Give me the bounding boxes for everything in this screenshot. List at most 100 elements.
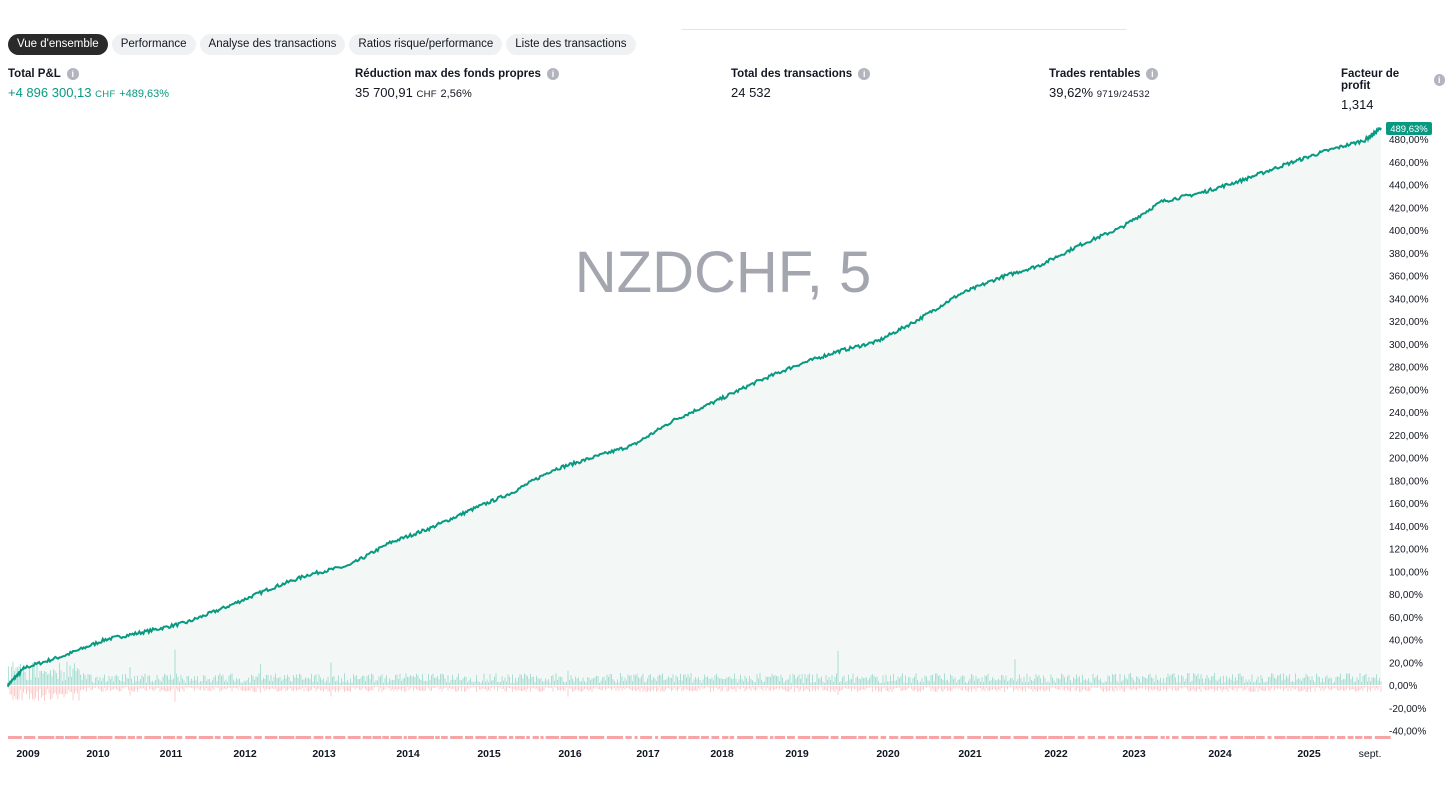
bar-negative (936, 686, 938, 692)
bar-negative (414, 686, 416, 689)
bar-positive (192, 680, 194, 685)
bar-negative (1140, 686, 1142, 688)
bar-positive (602, 677, 603, 685)
bar-positive (449, 682, 450, 685)
bar-positive (863, 678, 864, 685)
y-tick-label: 320,00% (1389, 317, 1429, 328)
bar-positive (728, 677, 729, 685)
bar-negative (134, 686, 135, 692)
bar-negative (599, 686, 600, 690)
bar-positive (518, 677, 519, 685)
tab-trade-list[interactable]: Liste des transactions (506, 34, 636, 55)
info-icon[interactable]: i (1433, 74, 1445, 86)
bar-negative (45, 686, 47, 695)
bar-positive (815, 682, 816, 685)
bar-negative (270, 686, 272, 689)
bar-positive (356, 675, 357, 685)
bar-negative (335, 686, 336, 692)
bar-positive (266, 674, 267, 685)
drawdown-segment (295, 736, 312, 739)
drawdown-segment (1125, 736, 1133, 739)
bar-positive (992, 677, 993, 685)
tab-trade-analysis[interactable]: Analyse des transactions (199, 34, 346, 55)
bar-negative (639, 686, 641, 692)
bar-negative (348, 686, 350, 691)
bar-negative (1370, 686, 1371, 692)
y-tick-label: 460,00% (1389, 158, 1429, 169)
bar-positive (1184, 681, 1185, 685)
bar-negative (53, 686, 54, 694)
bar-negative (708, 686, 710, 688)
bar-positive (393, 680, 395, 685)
bar-positive (857, 676, 858, 685)
bar-positive (344, 673, 345, 685)
bar-negative (104, 686, 105, 688)
bar-negative (495, 686, 497, 688)
bar-positive (476, 674, 477, 685)
bar-negative (411, 686, 413, 688)
bar-negative (182, 686, 183, 690)
bar-positive (1130, 673, 1131, 685)
bar-negative (111, 686, 113, 690)
bar-positive (540, 678, 542, 685)
bar-negative (197, 686, 198, 688)
bar-negative (782, 686, 783, 690)
tab-risk-ratios[interactable]: Ratios risque/performance (349, 34, 503, 55)
bar-positive (458, 673, 459, 685)
drawdown-segment (347, 736, 361, 739)
bar-positive (689, 677, 690, 685)
bar-negative (989, 686, 990, 692)
bar-negative (101, 686, 102, 692)
bar-negative (561, 686, 563, 690)
bar-positive (866, 677, 867, 685)
bar-positive (731, 679, 732, 685)
info-icon[interactable]: i (858, 68, 871, 80)
bar-positive (653, 677, 654, 685)
bar-positive (1236, 680, 1238, 685)
bar-negative (1047, 686, 1049, 690)
bar-positive (879, 682, 881, 685)
bar-positive (648, 675, 650, 685)
bar-negative (516, 686, 518, 692)
bar-positive (99, 677, 101, 685)
bar-negative (843, 686, 845, 688)
bar-negative (765, 686, 767, 691)
bar-negative (905, 686, 906, 691)
info-icon[interactable]: i (546, 68, 559, 80)
tab-performance[interactable]: Performance (111, 34, 196, 55)
bar-negative (567, 686, 569, 697)
bar-positive (173, 678, 174, 685)
bar-negative (635, 686, 636, 692)
bar-negative (39, 686, 41, 689)
bar-negative (960, 686, 962, 690)
bar-negative (1166, 686, 1167, 692)
bar-positive (1034, 678, 1035, 685)
bar-negative (912, 686, 914, 692)
bar-positive (27, 680, 29, 685)
bar-negative (771, 686, 773, 689)
info-icon[interactable]: i (66, 68, 79, 80)
bar-positive (698, 677, 699, 685)
bar-negative (797, 686, 798, 689)
bar-negative (1143, 686, 1145, 688)
info-icon[interactable]: i (1146, 68, 1159, 80)
bar-negative (953, 686, 954, 688)
bar-positive (1181, 675, 1182, 685)
bar-positive (1083, 680, 1085, 685)
bar-negative (737, 686, 738, 688)
bar-positive (1035, 674, 1037, 685)
bar-positive (806, 678, 807, 685)
stat-profit-factor: Facteur de profit i 1,314 (1341, 68, 1445, 112)
tab-overview[interactable]: Vue d'ensemble (8, 34, 108, 55)
bar-positive (548, 679, 549, 685)
bar-negative (230, 686, 231, 689)
bar-negative (1350, 686, 1352, 690)
bar-negative (137, 686, 138, 692)
bar-negative (1329, 686, 1331, 691)
bar-positive (864, 677, 866, 685)
bar-negative (671, 686, 672, 692)
x-tick-label: 2014 (396, 748, 420, 760)
bar-negative (942, 686, 944, 692)
bar-negative (1365, 686, 1367, 688)
